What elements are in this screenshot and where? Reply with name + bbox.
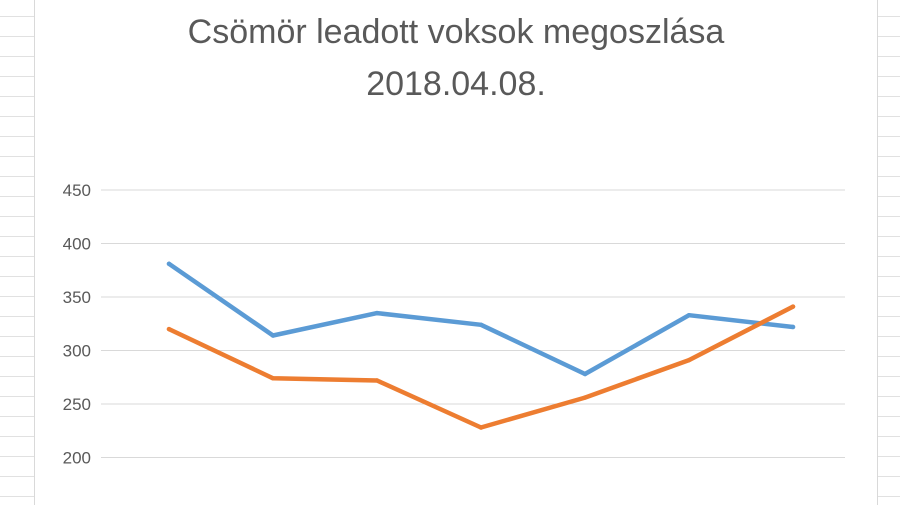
y-tick-label: 450 [63, 181, 91, 200]
y-tick-label: 400 [63, 235, 91, 254]
y-tick-label: 350 [63, 288, 91, 307]
series-1-point[interactable] [582, 371, 588, 377]
series-1-point[interactable] [686, 312, 692, 318]
series-1-point[interactable] [478, 322, 484, 328]
plot-area: 150 200 250 300 350 400 450 [63, 181, 845, 505]
series-2-point[interactable] [686, 357, 692, 363]
y-tick-label: 150 [63, 502, 91, 505]
chart-subtitle: 2018.04.08. [366, 65, 546, 103]
series-2-point[interactable] [166, 326, 172, 332]
series-2-point[interactable] [478, 425, 484, 430]
chart-title: Csömör leadott voksok megoszlása [187, 13, 725, 51]
series-2-point[interactable] [270, 376, 276, 381]
series-line-1[interactable] [166, 261, 796, 377]
series-1-point[interactable] [166, 261, 172, 267]
series-2-point[interactable] [582, 395, 588, 400]
series-1-point[interactable] [374, 310, 380, 316]
series-1-point[interactable] [790, 324, 796, 330]
series-2-point[interactable] [374, 378, 380, 383]
y-tick-label: 200 [63, 449, 91, 468]
chart-area[interactable]: Csömör leadott voksok megoszlása 2018.04… [34, 0, 878, 505]
series-2-point[interactable] [790, 304, 796, 309]
series-1-point[interactable] [270, 333, 276, 338]
y-tick-label: 300 [63, 342, 91, 361]
y-tick-label: 250 [63, 395, 91, 414]
